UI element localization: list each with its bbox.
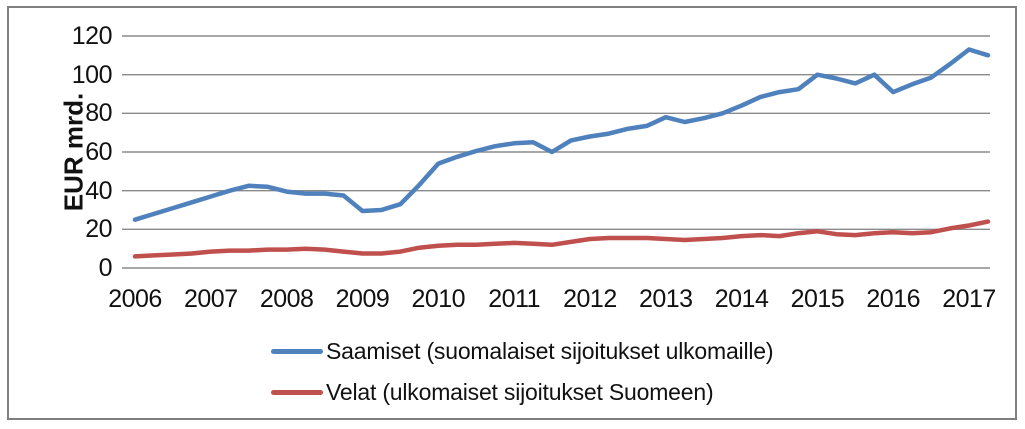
- x-tick-label-2008: 2008: [259, 285, 314, 313]
- x-tick-label-2006: 2006: [108, 285, 162, 313]
- x-tick-label-2016: 2016: [866, 285, 921, 313]
- y-tick-label-80: 80: [85, 99, 112, 128]
- y-tick-label-60: 60: [85, 138, 112, 166]
- series-line-velat: [132, 219, 991, 259]
- legend-item-velat: Velat (ulkomaiset sijoitukset Suomeen): [271, 378, 714, 406]
- y-tick-label-40: 40: [85, 176, 112, 205]
- y-tick-label-120: 120: [71, 22, 113, 50]
- x-tick-label-2014: 2014: [714, 285, 769, 313]
- series-line-saamiset: [132, 47, 991, 222]
- legend-swatch-velat: [271, 389, 323, 395]
- x-tick-label-2009: 2009: [335, 285, 390, 313]
- x-tick-label-2010: 2010: [411, 285, 466, 313]
- y-tick-label-20: 20: [85, 215, 112, 244]
- x-tick-label-2007: 2007: [184, 285, 238, 313]
- y-tick-label-0: 0: [98, 254, 113, 282]
- x-tick-label-2012: 2012: [563, 285, 617, 313]
- x-tick-label-2013: 2013: [638, 285, 693, 313]
- x-tick-label-2015: 2015: [790, 285, 845, 313]
- legend-item-saamiset: Saamiset (suomalaiset sijoitukset ulkoma…: [271, 337, 774, 365]
- legend-label-velat: Velat (ulkomaiset sijoitukset Suomeen): [326, 378, 714, 405]
- legend-swatch-saamiset: [271, 348, 323, 354]
- legend-label-saamiset: Saamiset (suomalaiset sijoitukset ulkoma…: [326, 337, 774, 364]
- y-tick-label-100: 100: [71, 60, 113, 89]
- x-tick-label-2017: 2017: [942, 285, 996, 313]
- x-tick-label-2011: 2011: [488, 285, 540, 313]
